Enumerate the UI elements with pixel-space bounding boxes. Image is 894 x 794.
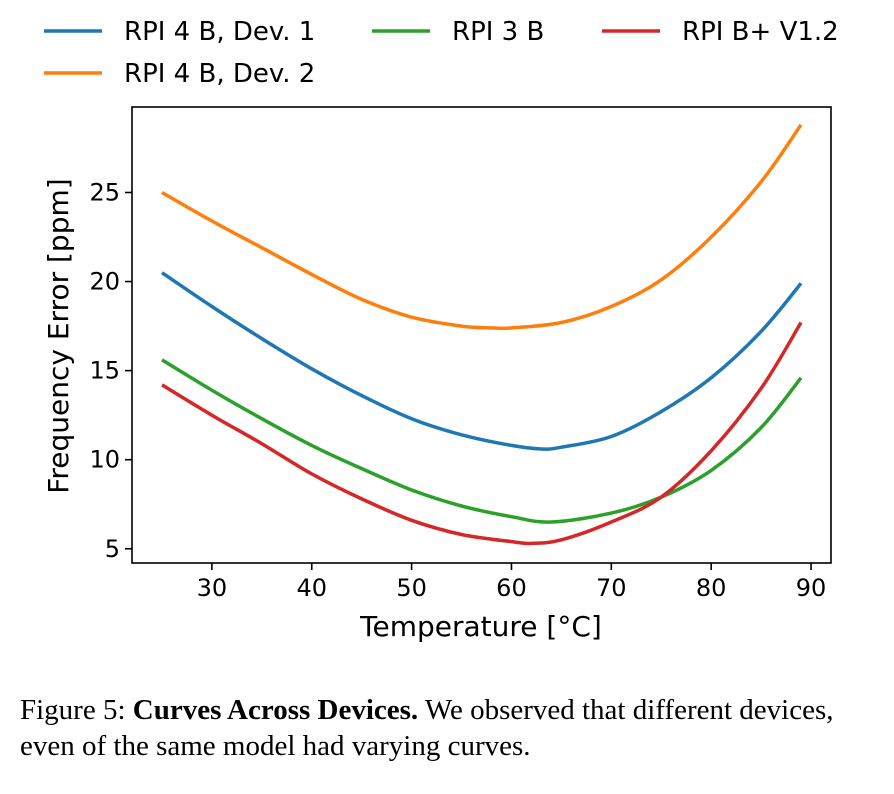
chart: RPI 4 B, Dev. 1 RPI 4 B, Dev. 2 RPI 3 B RPI… xyxy=(42,17,839,643)
x-tick-label: 70 xyxy=(596,574,627,602)
figure-caption: Figure 5: Curves Across Devices. We obse… xyxy=(20,692,882,764)
legend-label-4: RPI B+ V1.2 xyxy=(682,17,839,47)
x-tick-label: 30 xyxy=(197,574,228,602)
y-axis-label: Frequency Error [ppm] xyxy=(42,178,75,493)
axes-frame xyxy=(131,106,832,564)
series-line-4 xyxy=(161,321,803,546)
y-tick-label: 15 xyxy=(89,357,120,385)
caption-title: Curves Across Devices. xyxy=(132,694,419,726)
x-tick-label: 60 xyxy=(496,574,527,602)
caption-text: We observed that different devices, even… xyxy=(20,694,834,762)
y-tick-label: 10 xyxy=(89,446,120,474)
x-tick-label: 40 xyxy=(296,574,327,602)
legend-label-3: RPI 3 B xyxy=(452,17,544,47)
x-tick-label: 80 xyxy=(696,574,727,602)
legend: RPI 4 B, Dev. 1 RPI 4 B, Dev. 2 RPI 3 B RPI… xyxy=(44,17,839,89)
caption-prefix: Figure 5: xyxy=(20,694,133,726)
series-line-2 xyxy=(161,123,803,331)
x-axis-label: Temperature [°C] xyxy=(359,610,602,643)
y-tick-label: 20 xyxy=(89,268,120,296)
plot-area: 30 40 50 60 70 80 90 5 10 15 20 25 xyxy=(89,106,832,602)
x-tick-label: 50 xyxy=(396,574,427,602)
legend-label-1: RPI 4 B, Dev. 1 xyxy=(124,17,315,47)
series-line-1 xyxy=(161,271,803,451)
x-tick-label: 90 xyxy=(796,574,827,602)
y-tick-label: 5 xyxy=(105,535,120,563)
y-tick-label: 25 xyxy=(89,179,120,207)
legend-label-2: RPI 4 B, Dev. 2 xyxy=(124,59,315,89)
series-line-3 xyxy=(161,358,803,524)
